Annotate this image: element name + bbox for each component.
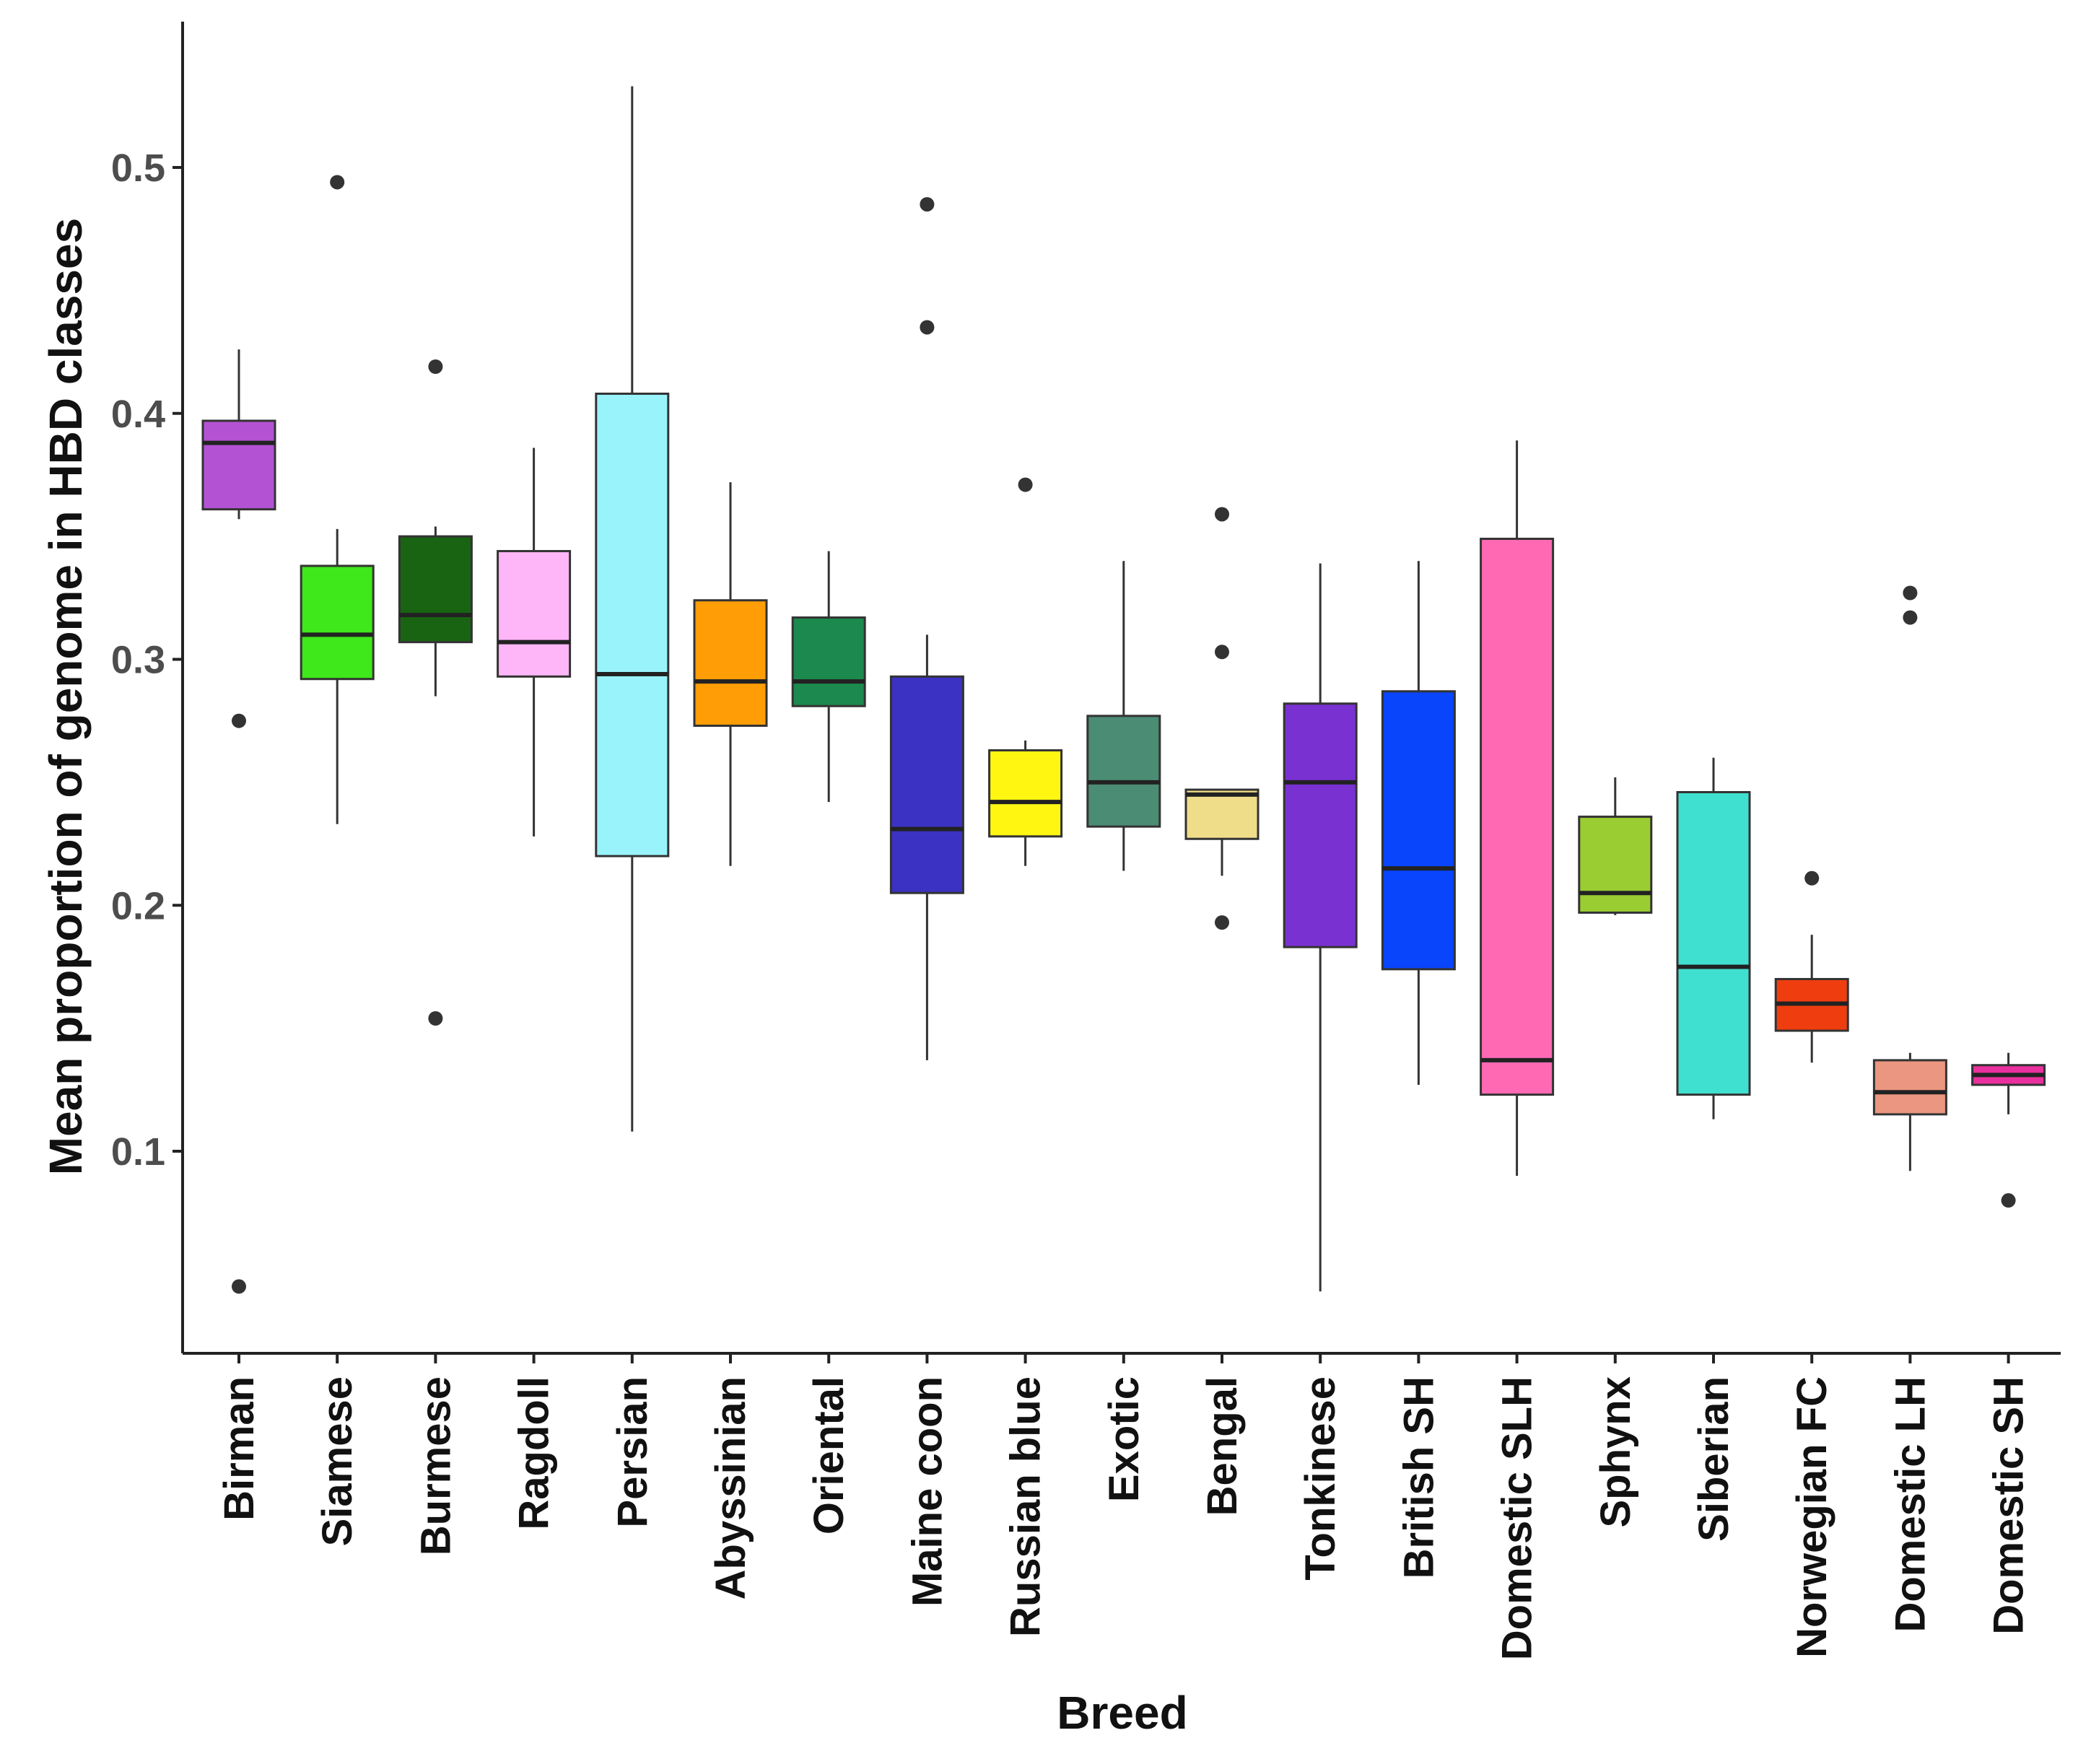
box-domestic-lh <box>1872 585 1947 1171</box>
box-russian-blue <box>988 477 1063 866</box>
outlier-point <box>428 1010 443 1026</box>
box-iqr <box>201 419 276 511</box>
box-siamese <box>300 175 375 824</box>
box-iqr <box>1676 791 1751 1096</box>
y-tick-label: 0.1 <box>111 1130 165 1174</box>
box-sphynx <box>1578 777 1653 915</box>
y-tick-label: 0.5 <box>111 147 165 190</box>
box-iqr <box>693 599 768 728</box>
outlier-point <box>330 175 345 190</box>
outlier-point <box>920 197 935 212</box>
outlier-point <box>1804 870 1820 886</box>
outlier-point <box>1215 915 1229 930</box>
outlier-point <box>1215 507 1229 522</box>
box-bengal <box>1184 507 1260 930</box>
box-iqr <box>1283 702 1358 948</box>
outlier-point <box>1018 477 1033 492</box>
x-tick-label: Maine coon <box>904 1376 951 1607</box>
x-tick-label: Domestic SH <box>1986 1376 2033 1635</box>
box-ragdoll <box>497 447 572 837</box>
box-iqr <box>1480 538 1555 1096</box>
y-tick-label: 0.2 <box>111 884 165 927</box>
outlier-point <box>1215 645 1229 660</box>
box-iqr <box>1184 788 1260 840</box>
box-oriental <box>791 551 866 803</box>
box-iqr <box>1381 690 1456 971</box>
x-axis: Birman Siamese Burmese Ragdoll Persian Abyssi… <box>183 1352 2061 1660</box>
x-tick-label: Persian <box>609 1376 656 1528</box>
box-birman <box>201 349 276 1294</box>
x-tick-label: Birman <box>216 1376 263 1521</box>
x-axis-title: Breed <box>1057 1687 1187 1739</box>
x-tick-label: Domestic LH <box>1887 1376 1934 1633</box>
box-iqr <box>1578 816 1653 914</box>
box-siberian <box>1676 757 1751 1119</box>
x-tick-label: Sphynx <box>1592 1376 1639 1528</box>
box-tonkinese <box>1283 563 1358 1292</box>
box-exotic <box>1086 561 1161 871</box>
outlier-point <box>1903 610 1918 625</box>
outlier-point <box>1903 585 1918 601</box>
box-iqr <box>1872 1059 1947 1116</box>
x-tick-label: Siamese <box>314 1376 361 1546</box>
box-domestic-sh <box>1971 1052 2046 1208</box>
x-tick-label: Bengal <box>1199 1376 1246 1516</box>
outlier-point <box>428 359 443 375</box>
x-tick-label: Exotic <box>1101 1376 1148 1502</box>
x-tick-label: Norwegian FC <box>1789 1376 1835 1658</box>
box-iqr <box>497 550 572 678</box>
plot-area <box>201 86 2046 1294</box>
box-iqr <box>791 616 866 707</box>
outlier-point <box>2001 1193 2016 1208</box>
box-domestic-slh <box>1480 440 1555 1176</box>
x-tick-label: Ragdoll <box>511 1376 558 1530</box>
box-iqr <box>595 392 670 857</box>
box-abyssinian <box>693 482 768 866</box>
box-burmese <box>398 359 473 1026</box>
x-tick-label: Russian blue <box>1003 1376 1049 1637</box>
x-tick-label: Domestic SLH <box>1494 1376 1541 1660</box>
y-tick-label: 0.4 <box>111 393 165 436</box>
box-persian <box>595 86 670 1132</box>
box-iqr <box>1086 715 1161 828</box>
box-british-sh <box>1381 561 1456 1085</box>
outlier-point <box>232 713 246 728</box>
x-tick-label: Tonkinese <box>1297 1376 1344 1581</box>
outlier-point <box>920 320 935 335</box>
x-tick-label: British SH <box>1395 1376 1442 1579</box>
y-axis: 0.1 0.2 0.3 0.4 0.5 <box>111 22 184 1353</box>
box-iqr <box>300 564 375 681</box>
x-tick-label: Siberian <box>1690 1376 1737 1542</box>
box-norwegian-fc <box>1774 870 1849 1063</box>
box-maine-coon <box>889 197 964 1060</box>
box-iqr <box>889 675 964 894</box>
outlier-point <box>232 1279 246 1294</box>
y-tick-label: 0.3 <box>111 639 165 682</box>
x-tick-label: Abyssinian <box>707 1376 754 1599</box>
x-tick-label: Oriental <box>806 1376 852 1534</box>
box-iqr <box>398 535 473 644</box>
box-iqr <box>988 749 1063 838</box>
y-axis-title: Mean proportion of genome in HBD classes <box>40 218 92 1175</box>
x-tick-label: Burmese <box>412 1376 459 1555</box>
